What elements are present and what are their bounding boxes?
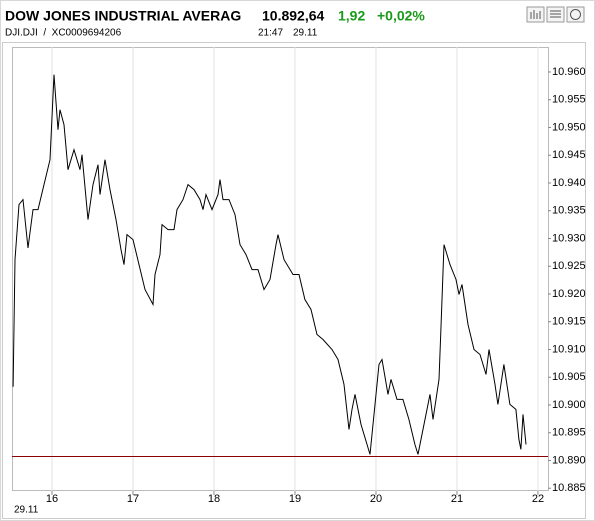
y-tick-label: 10.925 [552,260,586,272]
y-tick-label: 10.935 [552,205,586,217]
icon-glyph [550,10,561,18]
change-pct: +0,02% [377,8,425,24]
y-tick-label: 10.940 [552,177,586,189]
chart-icon[interactable] [526,6,545,23]
y-tick-label: 10.945 [552,149,586,161]
chart-frame [2,42,586,519]
y-tick-label: 10.960 [552,66,586,78]
y-tick-label: 10.920 [552,288,586,300]
y-tick-label: 10.915 [552,316,586,328]
toolbar [526,6,585,23]
symbol: DJI.DJI / XC0009694206 [5,28,122,39]
x-tick-label: 16 [46,493,58,505]
y-tick-label: 10.885 [552,482,586,494]
icon-glyph [570,9,581,20]
y-tick-label: 10.950 [552,121,586,133]
icon-glyph [530,10,541,19]
x-tick-label: 21 [451,493,463,505]
price: 10.892,64 [262,8,324,24]
x-tick-label: 19 [289,493,301,505]
y-tick-label: 10.890 [552,454,586,466]
x-sublabel: 29.11 [14,505,39,516]
x-tick-label: 22 [532,493,544,505]
info-icon[interactable] [566,6,585,23]
x-tick-label: 20 [370,493,382,505]
y-tick-label: 10.955 [552,94,586,106]
change: 1,92 [338,8,365,24]
plot-area [12,47,549,491]
x-tick-label: 18 [208,493,220,505]
y-tick-label: 10.910 [552,343,586,355]
time: 21:47 [258,28,283,39]
x-tick-label: 17 [127,493,139,505]
title: DOW JONES INDUSTRIAL AVERAG [5,8,241,24]
date: 29.11 [293,28,318,39]
y-tick-label: 10.905 [552,371,586,383]
y-tick-label: 10.930 [552,232,586,244]
price-line [12,74,527,455]
y-tick-label: 10.895 [552,427,586,439]
y-tick-label: 10.900 [552,399,586,411]
